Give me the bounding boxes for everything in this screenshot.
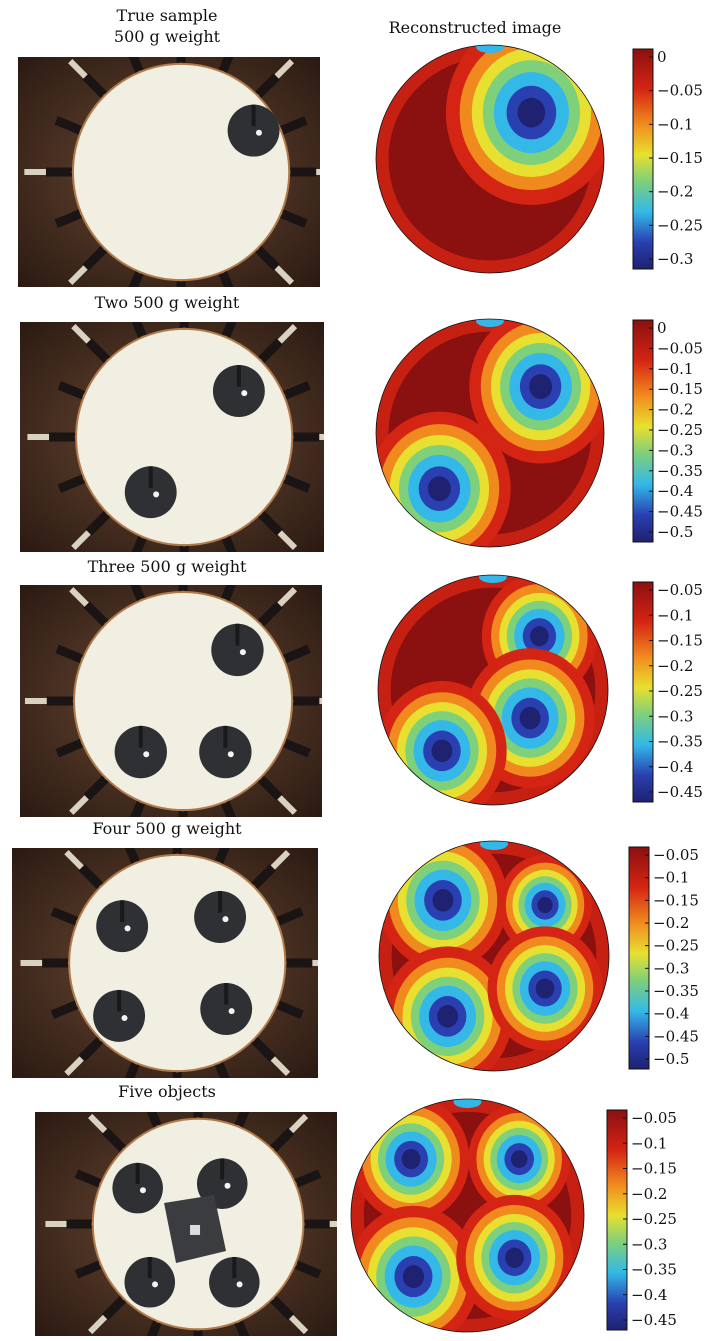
colorbar-tick-label: −0.35 [631,1261,677,1279]
colorbar-tick-label: −0.5 [653,1050,689,1068]
colorbar-tick-label: −0.25 [657,682,703,700]
photo-3 [20,585,322,817]
colorbar-tick-label: −0.2 [657,183,693,201]
header-true-sample-line1: True sample [116,6,218,25]
row-label-5: Five objects [118,1082,216,1101]
photo-1 [18,57,320,287]
colorbar-4: −0.05 −0.1 −0.15 −0.2 −0.25 −0.3 −0.35 −0.4 −0.4… [627,845,711,1071]
colorbar-tick-label: −0.25 [653,937,699,955]
colorbar-tick-label: −0.15 [657,632,703,650]
colorbar-2: 0 −0.05 −0.1 −0.15 −0.2 −0.25 −0.3 −0.35 −0.4 −0.… [631,318,711,544]
photo-2 [20,322,324,552]
colorbar-tick-label: −0.3 [657,250,693,268]
header-reconstructed: Reconstructed image [388,18,562,37]
colorbar-tick-label: −0.25 [657,421,703,439]
colorbar-tick-label: −0.15 [631,1160,677,1178]
reconstructed-map-4 [378,840,610,1072]
colorbar-tick-label: −0.2 [657,401,693,419]
colorbar-tick-label: −0.4 [653,1005,689,1023]
colorbar-tick-label: −0.15 [657,149,703,167]
reconstructed-map-3 [377,573,609,807]
colorbar-tick-label: −0.05 [657,581,703,599]
colorbar-tick-label: −0.45 [631,1311,677,1329]
colorbar-tick-label: −0.3 [653,959,689,977]
colorbar-tick-label: −0.35 [657,733,703,751]
colorbar-tick-label: −0.1 [653,869,689,887]
colorbar-tick-label: −0.4 [631,1286,667,1304]
colorbar-tick-label: −0.05 [657,339,703,357]
colorbar-tick-label: −0.1 [657,606,693,624]
colorbar-tick-label: −0.15 [653,891,699,909]
colorbar-tick-label: −0.45 [653,1027,699,1045]
colorbar-tick-label: −0.15 [657,380,703,398]
colorbar-tick-label: 0 [657,319,667,337]
colorbar-tick-label: −0.4 [657,482,693,500]
colorbar-tick-label: −0.4 [657,758,693,776]
colorbar-tick-label: −0.3 [631,1235,667,1253]
colorbar-tick-label: −0.45 [657,503,703,521]
photo-5 [35,1112,337,1336]
colorbar-tick-label: −0.05 [631,1109,677,1127]
colorbar-tick-label: −0.2 [653,914,689,932]
colorbar-tick-label: −0.1 [631,1134,667,1152]
colorbar-5: −0.05 −0.1 −0.15 −0.2 −0.25 −0.3 −0.35 −0.4 −0.4… [605,1108,711,1332]
colorbar-tick-label: −0.25 [631,1210,677,1228]
colorbar-tick-label: −0.3 [657,707,693,725]
row-label-4: Four 500 g weight [92,819,242,838]
reconstructed-map-2 [375,317,605,549]
row-label-2: Two 500 g weight [94,293,240,312]
colorbar-3: −0.05 −0.1 −0.15 −0.2 −0.25 −0.3 −0.35 −0.4 −0.4… [631,580,711,804]
colorbar-tick-label: −0.3 [657,441,693,459]
reconstructed-map-5 [350,1098,585,1333]
header-true-sample: True sample 500 g weight [87,5,247,47]
header-true-sample-line2: 500 g weight [113,27,221,46]
colorbar-tick-label: −0.05 [653,846,699,864]
row-label-3: Three 500 g weight [87,557,247,576]
colorbar-tick-label: −0.2 [631,1185,667,1203]
colorbar-tick-label: −0.05 [657,82,703,100]
colorbar-1: 0 −0.05 −0.1 −0.15 −0.2 −0.25 −0.3 [631,47,711,271]
colorbar-tick-label: −0.5 [657,523,693,541]
colorbar-tick-label: −0.2 [657,657,693,675]
colorbar-tick-label: −0.35 [653,982,699,1000]
colorbar-tick-label: −0.1 [657,115,693,133]
colorbar-tick-label: 0 [657,48,667,66]
reconstructed-map-1 [375,43,605,275]
colorbar-tick-label: −0.45 [657,783,703,801]
photo-4 [12,848,318,1078]
colorbar-tick-label: −0.25 [657,216,703,234]
colorbar-tick-label: −0.1 [657,360,693,378]
colorbar-tick-label: −0.35 [657,462,703,480]
